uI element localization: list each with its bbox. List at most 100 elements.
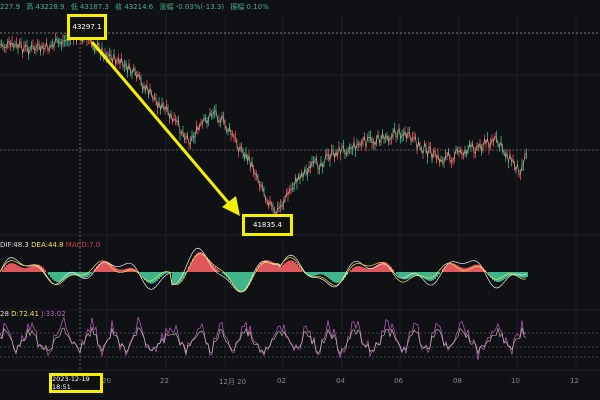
macd-bar [450, 263, 452, 272]
macd-bar [234, 272, 236, 288]
macd-bar [54, 272, 56, 282]
macd-bar [384, 262, 386, 272]
macd-bar [168, 272, 170, 274]
macd-bar [210, 262, 212, 272]
macd-bar [462, 267, 464, 272]
low-value: 低 43187.3 [70, 3, 109, 11]
macd-bar [236, 272, 238, 290]
macd-bar [16, 264, 18, 272]
crosshair-time-label: 2023-12-19 18:51 [49, 373, 103, 393]
macd-bar [180, 272, 182, 282]
macd-bar [490, 272, 492, 278]
macd-bar [42, 267, 44, 272]
dif-line [0, 247, 527, 293]
macd-bar [8, 263, 10, 272]
macd-bar [218, 270, 220, 272]
macd-bar [116, 268, 118, 272]
macd-bar [466, 267, 468, 272]
macd-bar [200, 251, 202, 272]
macd-bar [122, 269, 124, 272]
macd-bar [350, 269, 352, 272]
macd-bar [198, 252, 200, 272]
x-tick-label: 10 [511, 377, 520, 385]
x-tick-label: 12 [570, 377, 579, 385]
macd-bar [44, 269, 46, 272]
macd-bar [28, 267, 30, 272]
macd-bar [290, 260, 292, 272]
macd-bar [300, 268, 302, 272]
macd-bar [460, 267, 462, 272]
macd-bar [214, 266, 216, 272]
macd-bar [472, 265, 474, 272]
macd-bar [146, 272, 148, 282]
macd-bar [470, 266, 472, 272]
macd-bar [48, 272, 50, 275]
macd-bar [96, 266, 98, 272]
x-tick-label: 04 [336, 377, 345, 385]
macd-bar [480, 265, 482, 272]
macd-bar [154, 272, 156, 283]
macd-bar [64, 272, 66, 279]
macd-bar [62, 272, 64, 281]
macd-bar [526, 272, 528, 278]
macd-bar [296, 264, 298, 272]
macd-bar [360, 266, 362, 272]
macd-bar [92, 271, 94, 272]
macd-bar [30, 266, 32, 272]
macd-bar [172, 272, 174, 284]
macd-bar [10, 263, 12, 272]
macd-bar [144, 272, 146, 281]
x-tick-label: 02 [277, 377, 286, 385]
macd-bar [140, 272, 142, 276]
macd-bar [206, 256, 208, 272]
macd-bar [118, 269, 120, 272]
macd-bar [268, 260, 270, 272]
macd-bar [162, 272, 164, 276]
macd-bar [266, 260, 268, 272]
macd-bar [102, 261, 104, 272]
macd-bar [426, 272, 428, 281]
macd-bar [250, 272, 252, 282]
macd-bar [104, 260, 106, 272]
macd-bar [12, 263, 14, 272]
macd-bar [336, 272, 338, 284]
macd-bar [496, 272, 498, 283]
macd-bar [328, 272, 330, 279]
macd-bar [38, 264, 40, 272]
dea-line [0, 253, 527, 293]
macd-bar [456, 265, 458, 272]
x-tick-label: 08 [453, 377, 462, 385]
macd-bar [282, 264, 284, 272]
macd-bar [184, 272, 186, 276]
macd-bar [366, 268, 368, 272]
macd-bar [106, 261, 108, 272]
macd-bar [24, 268, 26, 272]
close-value: 收 43214.6 [115, 3, 154, 11]
macd-bar [308, 272, 310, 276]
macd-bar [196, 253, 198, 272]
macd-bar [264, 260, 266, 272]
macd-bar [298, 266, 300, 272]
amplitude-value: 振幅 0.10% [230, 3, 269, 11]
macd-bar [340, 272, 342, 282]
macd-bar [216, 268, 218, 272]
macd-bar [58, 272, 60, 283]
macd-bar [410, 272, 412, 278]
macd-bar [152, 272, 154, 284]
macd-bar [406, 272, 408, 280]
macd-bar [318, 272, 320, 275]
macd-bar [260, 262, 262, 272]
macd-bar [430, 272, 432, 281]
macd-bar [310, 272, 312, 277]
macd-bar [420, 272, 422, 277]
macd-bar [192, 258, 194, 272]
macd-bar [332, 272, 334, 282]
macd-bar [288, 260, 290, 272]
macd-bar [452, 263, 454, 272]
macd-bar [424, 272, 426, 280]
macd-bar [100, 262, 102, 272]
macd-bar [14, 263, 16, 272]
ohlc-header: 227.9 高 43228.9 低 43187.3 收 43214.6 涨幅 -… [0, 2, 273, 12]
macd-bar [240, 272, 242, 293]
